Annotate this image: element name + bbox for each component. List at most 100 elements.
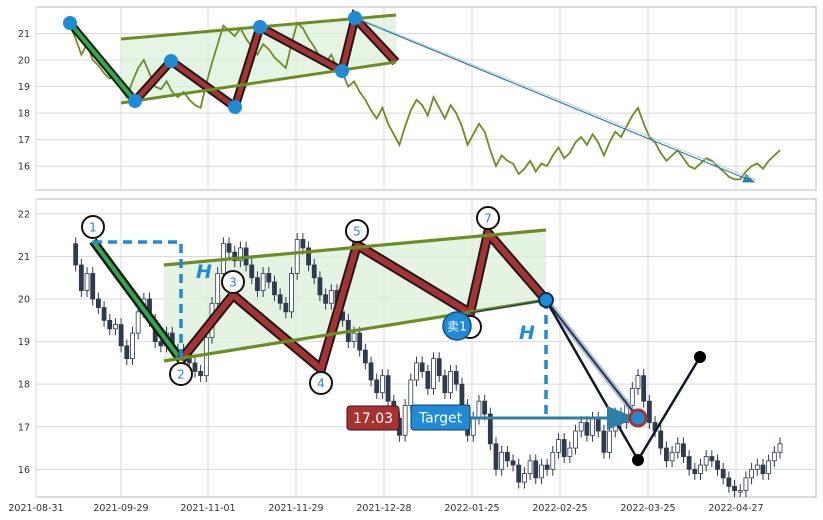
x-tick-label: 2021-11-29 [268,503,323,514]
candle-body [476,400,482,419]
candle-body [732,485,737,492]
candle-body [453,371,459,385]
candle-body [749,468,754,479]
candle-body [715,460,720,470]
candle-body [641,375,647,402]
candle-body [664,447,669,462]
top-pivot-point [348,11,362,25]
top-leg-green [68,21,137,103]
candle-body [96,298,101,308]
projection-line [545,299,639,419]
candle-body [260,273,266,291]
y-tick-label: 19 [18,337,30,348]
candle-body [419,362,425,372]
x-tick-label: 2022-03-25 [620,503,675,514]
candle-body [487,413,493,445]
candle-body [692,468,698,474]
top-pivot-point [335,64,349,78]
candle-body [283,302,289,313]
y-tick-label: 18 [18,109,30,120]
top-pivot-point [164,54,178,68]
top-y-ticks: 16 17 18 19 20 21 [18,29,30,173]
candle-body [726,477,732,487]
candle-body [198,371,204,377]
candle-body [113,324,118,330]
candle-body [374,379,380,394]
x-tick-label: 2021-09-29 [93,503,148,514]
top-channel-shade [121,15,396,103]
top-pivot-point [253,20,267,34]
bottom-zigzag-red [178,226,549,375]
candle-body [635,375,641,389]
candle-body [681,443,686,457]
candle-body [379,375,385,394]
x-tick-label: 2022-02-25 [532,503,587,514]
svg-text:4: 4 [317,377,325,391]
candle-body [590,417,595,436]
candle-body [686,456,692,470]
candle-body [368,362,374,381]
svg-text:卖1: 卖1 [447,320,467,334]
candle-body [203,336,209,377]
candle-body [737,490,743,493]
candle-body [317,277,323,296]
bottom-channel-shade [164,230,546,361]
target-box: Target [410,404,471,431]
candle-body [573,430,578,449]
candle-body [561,439,567,457]
candle-body [669,451,675,462]
pattern-point-3: 3 [221,270,245,294]
candle-body [584,422,590,436]
candle-body [84,273,90,291]
candle-body [448,371,453,394]
candle-body [493,443,499,470]
x-tick-label: 2021-11-01 [180,503,235,514]
candle-body [459,383,465,406]
pattern-point-4: 4 [309,371,333,395]
candle-body [470,417,476,436]
candle-body [754,464,760,470]
pattern-point-1: 1 [81,215,105,239]
candle-body [578,422,584,432]
candle-body [90,273,96,300]
candle-body [408,379,414,406]
sell-marker: 卖1 [442,311,472,341]
candle-body [522,473,527,483]
candle-body [720,468,726,479]
y-tick-label: 20 [18,56,30,67]
x-tick-label: 2022-01-25 [444,503,499,514]
candle-body [601,430,607,453]
sell-connector [469,299,547,314]
candle-body [414,362,419,381]
target-point [628,408,648,428]
candle-body [499,451,505,470]
candle-body [436,358,442,377]
y-tick-label: 21 [18,29,30,40]
candle-body [192,362,198,372]
candle-body [442,375,448,394]
candle-body [351,332,357,343]
y-tick-label: 22 [18,209,30,220]
top-series [69,21,781,181]
candle-body [130,332,135,360]
candle-body [101,307,107,321]
candle-body [158,341,164,347]
bottom-upper-trendline [163,228,547,267]
x-tick-label: 2021-08-31 [8,503,63,514]
svg-text:17.03: 17.03 [353,411,393,427]
candle-body [595,417,601,432]
candle-body [510,460,516,466]
bottom-x-ticks: 2021-08-31 2021-09-29 2021-11-01 2021-11-29… [8,503,763,514]
y-tick-label: 21 [18,252,30,263]
candle-body [255,277,260,291]
svg-text:7: 7 [484,212,492,226]
candle-body [272,281,277,296]
pattern-point-7: 7 [476,206,500,230]
candle-body [107,319,113,330]
height-label-right: H [519,322,535,344]
projection-low-point [632,454,644,466]
candle-body [703,456,709,466]
y-tick-label: 16 [18,162,30,173]
price-box: 17.03 [346,405,400,431]
